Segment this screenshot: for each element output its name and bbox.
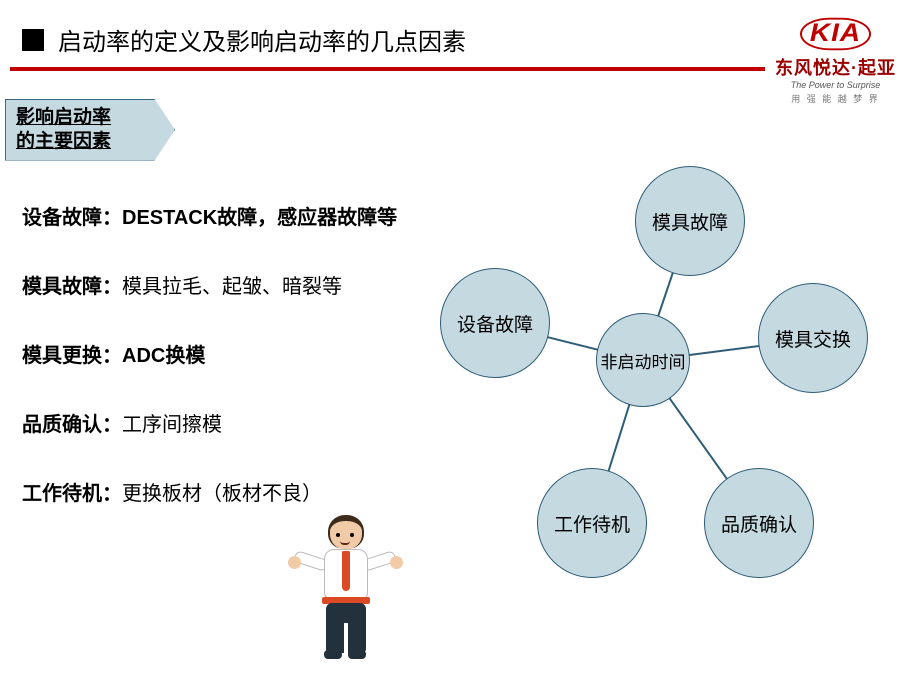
factor-list: 设备故障：DESTACK故障，感应器故障等模具故障：模具拉毛、起皱、暗裂等模具更… bbox=[22, 205, 422, 550]
brand-cn: 东风悦达·起亚 bbox=[763, 54, 908, 80]
kia-logo-icon: KIA bbox=[800, 18, 871, 50]
factor-label: 品质确认： bbox=[22, 414, 122, 436]
node-label: 工作待机 bbox=[554, 510, 630, 537]
factor-item: 工作待机：更换板材（板材不良） bbox=[22, 481, 422, 507]
node-label: 设备故障 bbox=[457, 310, 533, 337]
brand-logo-block: KIA 东风悦达·起亚 The Power to Surprise 用 强 能 … bbox=[763, 16, 908, 105]
diagram-outer-node: 模具交换 bbox=[758, 283, 868, 393]
diagram-center-node: 非启动时间 bbox=[596, 313, 690, 407]
slide-title: 启动率的定义及影响启动率的几点因素 bbox=[58, 22, 466, 57]
factor-item: 模具故障：模具拉毛、起皱、暗裂等 bbox=[22, 274, 422, 300]
header-divider bbox=[10, 67, 765, 71]
factor-item: 设备故障：DESTACK故障，感应器故障等 bbox=[22, 205, 422, 231]
node-label: 非启动时间 bbox=[601, 348, 686, 373]
node-label: 品质确认 bbox=[721, 510, 797, 537]
factor-diagram: 非启动时间 模具故障模具交换品质确认 工作待机 设备故障 bbox=[440, 165, 900, 635]
factor-label: 设备故障： bbox=[22, 207, 122, 229]
diagram-outer-node: 品质确认 bbox=[704, 468, 814, 578]
factor-label: 模具更换： bbox=[22, 345, 122, 367]
factor-value: 更换板材（板材不良） bbox=[122, 483, 322, 505]
subtitle-banner: 影响启动率 的主要因素 bbox=[5, 99, 175, 161]
title-bullet-square bbox=[22, 29, 44, 51]
factor-item: 品质确认：工序间擦模 bbox=[22, 412, 422, 438]
subtitle-text: 影响启动率 的主要因素 bbox=[16, 107, 111, 152]
factor-item: 模具更换：ADC换模 bbox=[22, 343, 422, 369]
diagram-outer-node: 模具故障 bbox=[635, 166, 745, 276]
diagram-outer-node: 工作待机 bbox=[537, 468, 647, 578]
factor-value: 模具拉毛、起皱、暗裂等 bbox=[122, 276, 342, 298]
node-label: 模具交换 bbox=[775, 325, 851, 352]
factor-label: 工作待机： bbox=[22, 483, 122, 505]
factor-value: 工序间擦模 bbox=[122, 414, 222, 436]
factor-label: 模具故障： bbox=[22, 276, 122, 298]
tagline-en: The Power to Surprise bbox=[763, 80, 908, 90]
tagline-cn: 用 强 能 越 梦 界 bbox=[763, 92, 908, 105]
brand-en: KIA bbox=[810, 19, 861, 47]
slide-title-row: 启动率的定义及影响启动率的几点因素 bbox=[22, 22, 466, 57]
factor-value: DESTACK故障，感应器故障等 bbox=[122, 207, 397, 229]
diagram-outer-node: 设备故障 bbox=[440, 268, 550, 378]
factor-value: ADC换模 bbox=[122, 345, 205, 367]
node-label: 模具故障 bbox=[652, 208, 728, 235]
person-clipart-icon bbox=[296, 511, 396, 681]
